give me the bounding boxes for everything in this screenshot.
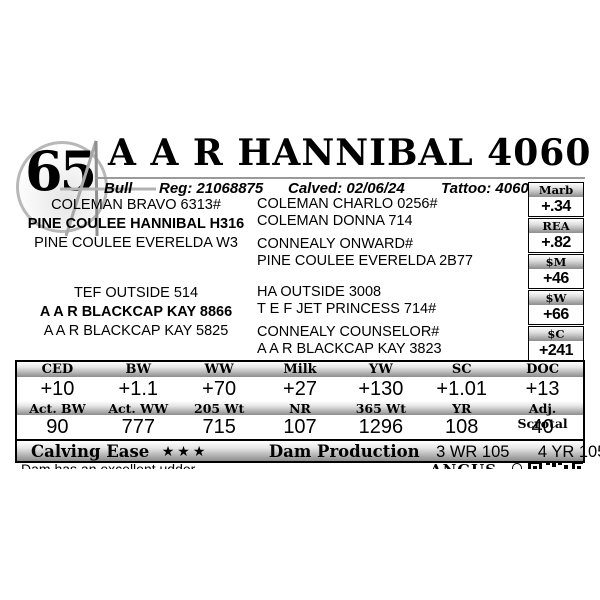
table-cell: +27 bbox=[283, 378, 317, 400]
pedigree-line: COLEMAN DONNA 714 bbox=[257, 213, 413, 229]
epd-performance-table: CED BW WW Milk YW SC DOC +10 +1.1 +70 +2… bbox=[15, 360, 600, 463]
column-header: Act. WW bbox=[108, 401, 169, 416]
epd-box-rea: REA +.82 bbox=[528, 218, 584, 253]
table-cell: +1.01 bbox=[436, 378, 488, 400]
epd-value: +.34 bbox=[541, 198, 571, 215]
column-header: Act. BW bbox=[29, 401, 86, 416]
table-cell: 777 bbox=[121, 416, 155, 438]
table-cell: +10 bbox=[40, 378, 75, 400]
table-cell: 108 bbox=[445, 416, 479, 438]
column-header: YW bbox=[368, 362, 393, 377]
sex-label: Bull bbox=[104, 180, 133, 197]
ranch-brand-logo-icon bbox=[60, 140, 156, 237]
calving-ease-stars: ★★★ bbox=[161, 443, 209, 459]
calving-ease-label: Calving Ease bbox=[31, 442, 150, 461]
dam-production-label: Dam Production bbox=[268, 442, 420, 461]
epd-value: +46 bbox=[543, 270, 569, 287]
column-header: Milk bbox=[283, 362, 317, 377]
column-header: CED bbox=[41, 362, 74, 377]
calving-ease-dam-production-row: Calving Ease ★★★ Dam Production 3 WR 105… bbox=[17, 439, 600, 461]
carcass-value-epd-stack: Marb +.34 REA +.82 $M +46 $W +66 $C +241 bbox=[528, 182, 584, 362]
grandparent-pair: HA OUTSIDE 3008 T E F JET PRINCESS 714# bbox=[257, 284, 525, 318]
pedigree-grandparents: COLEMAN CHARLO 0256# COLEMAN DONNA 714 C… bbox=[257, 196, 525, 364]
column-header: 205 Wt bbox=[194, 401, 245, 416]
grandparent-pair: CONNEALY ONWARD# PINE COULEE EVERELDA 2B… bbox=[257, 236, 525, 270]
table-cell: 90 bbox=[46, 416, 69, 438]
animal-name-title: A A R HANNIBAL 4060 bbox=[108, 132, 592, 174]
actual-weights-value-row: 90 777 715 107 1296 108 40 bbox=[17, 415, 583, 439]
table-cell: +1.1 bbox=[118, 378, 159, 400]
epd-value: +241 bbox=[538, 342, 574, 359]
epd-box-marb: Marb +.34 bbox=[528, 182, 584, 217]
grandparent-pair: CONNEALY COUNSELOR# A A R BLACKCAP KAY 3… bbox=[257, 324, 525, 358]
pedigree-parents: COLEMAN BRAVO 6313# PINE COULEE HANNIBAL… bbox=[14, 196, 258, 341]
epd-box-dollar-m: $M +46 bbox=[528, 254, 584, 289]
pedigree-line: CONNEALY COUNSELOR# bbox=[257, 324, 440, 340]
sire-name: PINE COULEE HANNIBAL H316 bbox=[27, 216, 245, 232]
epd-label: $C bbox=[529, 327, 583, 341]
table-cell: +13 bbox=[525, 378, 560, 400]
column-header: 365 Wt bbox=[355, 401, 406, 416]
epd-label: Marb bbox=[529, 183, 583, 197]
dam-dam: A A R BLACKCAP KAY 5825 bbox=[43, 323, 229, 339]
table-cell: 40 bbox=[531, 416, 554, 438]
column-header: WW bbox=[204, 362, 234, 377]
epd-box-dollar-c: $C +241 bbox=[528, 326, 584, 361]
table-cell: 107 bbox=[283, 416, 317, 438]
table-cell: +70 bbox=[202, 378, 237, 400]
qr-code-icon bbox=[528, 461, 583, 469]
table-cell: 715 bbox=[202, 416, 236, 438]
registration-info-row: Bull Reg: 21068875 Calved: 02/06/24 Tatt… bbox=[95, 179, 529, 198]
actual-weights-header-row: Act. BW Act. WW 205 Wt NR 365 Wt YR Adj.… bbox=[17, 401, 583, 431]
dam-name: A A R BLACKCAP KAY 8866 bbox=[39, 304, 233, 320]
epd-header-row: CED BW WW Milk YW SC DOC bbox=[17, 362, 583, 377]
pedigree-line: COLEMAN CHARLO 0256# bbox=[257, 196, 438, 212]
registration-number: Reg: 21068875 bbox=[159, 180, 264, 197]
column-header: BW bbox=[125, 362, 152, 377]
pedigree-spacer bbox=[14, 253, 258, 284]
dam-sire: TEF OUTSIDE 514 bbox=[73, 285, 199, 301]
epd-label: $W bbox=[529, 291, 583, 305]
epd-value: +.82 bbox=[541, 234, 571, 251]
column-header: YR bbox=[452, 401, 472, 416]
calved-date: Calved: 02/06/24 bbox=[288, 180, 405, 197]
column-header: NR bbox=[289, 401, 311, 416]
column-header: SC bbox=[451, 362, 472, 377]
pedigree-line: T E F JET PRINCESS 714# bbox=[257, 301, 437, 317]
epd-box-dollar-w: $W +66 bbox=[528, 290, 584, 325]
epd-label: REA bbox=[529, 219, 583, 233]
sire-dam: PINE COULEE EVERELDA W3 bbox=[34, 235, 238, 251]
epd-value: +66 bbox=[543, 306, 569, 323]
epd-label: $M bbox=[529, 255, 583, 269]
pedigree-line: PINE COULEE EVERELDA 2B77 bbox=[257, 253, 473, 269]
sire-sire: COLEMAN BRAVO 6313# bbox=[51, 197, 221, 213]
weaning-ratio-value: 3 WR 105 bbox=[436, 443, 510, 461]
epd-value-row: +10 +1.1 +70 +27 +130 +1.01 +13 bbox=[17, 377, 583, 401]
grandparent-pair: COLEMAN CHARLO 0256# COLEMAN DONNA 714 bbox=[257, 196, 525, 230]
angus-logo: ANGUS bbox=[430, 461, 497, 469]
clipped-footnote-strip: Dam has an excellent udder ANGUS bbox=[15, 461, 583, 469]
table-cell: 1296 bbox=[358, 416, 404, 438]
column-header: DOC bbox=[526, 362, 560, 377]
yearling-ratio-value: 4 YR 105 bbox=[537, 443, 600, 461]
pedigree-line: A A R BLACKCAP KAY 3823 bbox=[257, 341, 442, 357]
pedigree-line: CONNEALY ONWARD# bbox=[257, 236, 414, 252]
pedigree-line: HA OUTSIDE 3008 bbox=[257, 284, 382, 300]
table-cell: +130 bbox=[358, 378, 404, 400]
title-divider bbox=[95, 177, 585, 179]
column-header: Adj. Scrotal bbox=[517, 401, 568, 431]
registered-trademark-icon bbox=[512, 463, 522, 469]
footnote-text: Dam has an excellent udder bbox=[21, 461, 196, 469]
tattoo-number: Tattoo: 4060 bbox=[441, 180, 529, 197]
